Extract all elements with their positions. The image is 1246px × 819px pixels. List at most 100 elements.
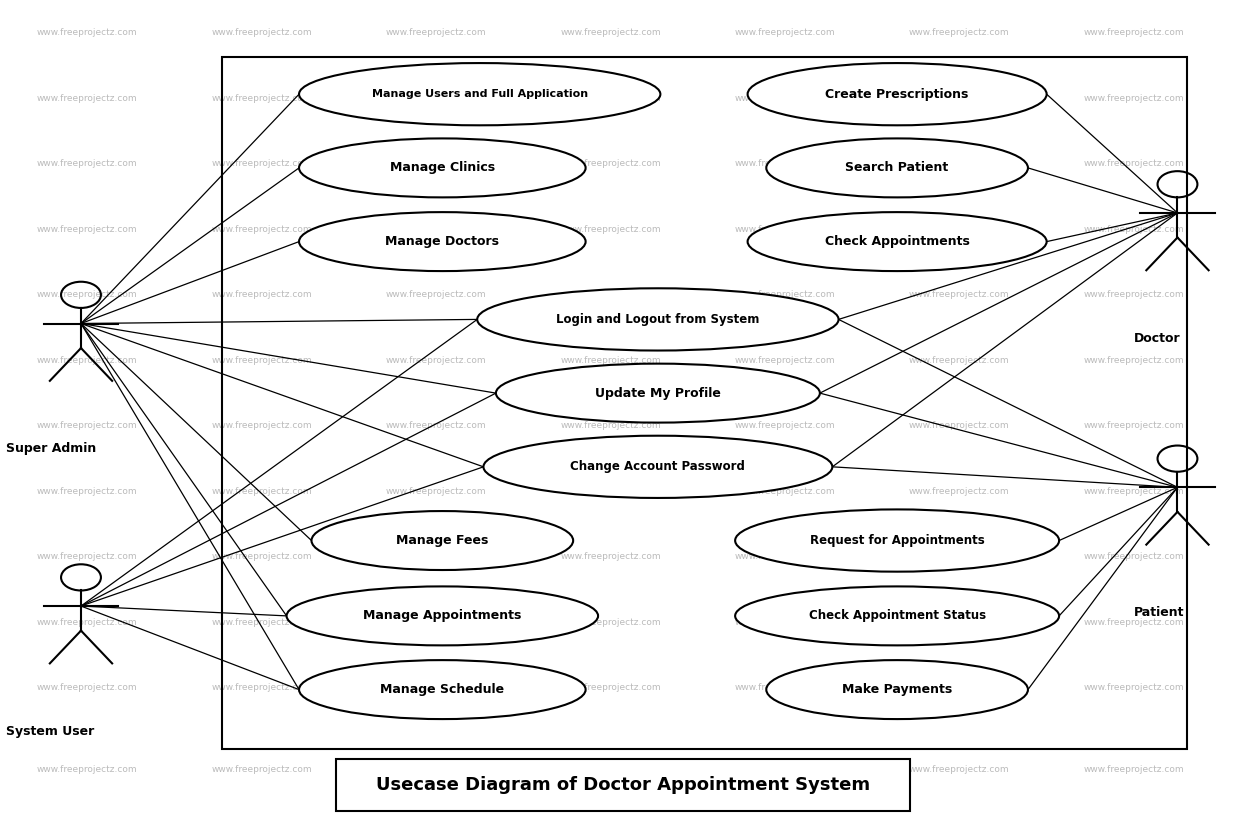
Text: www.freeprojectz.com: www.freeprojectz.com	[212, 684, 312, 692]
Text: www.freeprojectz.com: www.freeprojectz.com	[735, 553, 835, 561]
Ellipse shape	[299, 63, 660, 125]
Text: www.freeprojectz.com: www.freeprojectz.com	[37, 225, 137, 233]
Text: www.freeprojectz.com: www.freeprojectz.com	[910, 29, 1009, 37]
Text: www.freeprojectz.com: www.freeprojectz.com	[910, 487, 1009, 495]
Text: www.freeprojectz.com: www.freeprojectz.com	[735, 487, 835, 495]
FancyBboxPatch shape	[336, 759, 910, 811]
Text: Login and Logout from System: Login and Logout from System	[556, 313, 760, 326]
Text: www.freeprojectz.com: www.freeprojectz.com	[561, 553, 660, 561]
Text: Manage Appointments: Manage Appointments	[363, 609, 522, 622]
Text: www.freeprojectz.com: www.freeprojectz.com	[37, 291, 137, 299]
Text: www.freeprojectz.com: www.freeprojectz.com	[561, 291, 660, 299]
Text: www.freeprojectz.com: www.freeprojectz.com	[386, 356, 486, 364]
Text: Request for Appointments: Request for Appointments	[810, 534, 984, 547]
Text: www.freeprojectz.com: www.freeprojectz.com	[735, 291, 835, 299]
Text: www.freeprojectz.com: www.freeprojectz.com	[1084, 291, 1184, 299]
Text: www.freeprojectz.com: www.freeprojectz.com	[910, 766, 1009, 774]
Text: www.freeprojectz.com: www.freeprojectz.com	[910, 553, 1009, 561]
Text: www.freeprojectz.com: www.freeprojectz.com	[910, 94, 1009, 102]
Text: Patient: Patient	[1134, 606, 1185, 619]
Text: www.freeprojectz.com: www.freeprojectz.com	[1084, 225, 1184, 233]
Text: www.freeprojectz.com: www.freeprojectz.com	[1084, 160, 1184, 168]
Text: www.freeprojectz.com: www.freeprojectz.com	[386, 422, 486, 430]
Text: www.freeprojectz.com: www.freeprojectz.com	[386, 766, 486, 774]
Text: www.freeprojectz.com: www.freeprojectz.com	[37, 422, 137, 430]
Text: Manage Fees: Manage Fees	[396, 534, 488, 547]
Ellipse shape	[477, 288, 839, 351]
Text: www.freeprojectz.com: www.freeprojectz.com	[910, 684, 1009, 692]
Text: Manage Doctors: Manage Doctors	[385, 235, 500, 248]
Text: www.freeprojectz.com: www.freeprojectz.com	[735, 422, 835, 430]
Text: Doctor: Doctor	[1134, 332, 1180, 345]
Ellipse shape	[748, 63, 1047, 125]
Text: Check Appointments: Check Appointments	[825, 235, 969, 248]
Text: www.freeprojectz.com: www.freeprojectz.com	[910, 160, 1009, 168]
Text: www.freeprojectz.com: www.freeprojectz.com	[386, 618, 486, 627]
Text: www.freeprojectz.com: www.freeprojectz.com	[910, 618, 1009, 627]
Text: www.freeprojectz.com: www.freeprojectz.com	[386, 487, 486, 495]
Ellipse shape	[766, 660, 1028, 719]
Text: www.freeprojectz.com: www.freeprojectz.com	[561, 160, 660, 168]
Text: www.freeprojectz.com: www.freeprojectz.com	[386, 29, 486, 37]
Text: www.freeprojectz.com: www.freeprojectz.com	[37, 29, 137, 37]
Text: www.freeprojectz.com: www.freeprojectz.com	[386, 94, 486, 102]
Text: www.freeprojectz.com: www.freeprojectz.com	[1084, 422, 1184, 430]
Text: www.freeprojectz.com: www.freeprojectz.com	[735, 94, 835, 102]
Text: www.freeprojectz.com: www.freeprojectz.com	[212, 160, 312, 168]
Text: www.freeprojectz.com: www.freeprojectz.com	[910, 356, 1009, 364]
Text: Super Admin: Super Admin	[6, 442, 96, 455]
Text: www.freeprojectz.com: www.freeprojectz.com	[910, 422, 1009, 430]
Text: www.freeprojectz.com: www.freeprojectz.com	[561, 422, 660, 430]
Text: www.freeprojectz.com: www.freeprojectz.com	[386, 160, 486, 168]
Text: Manage Schedule: Manage Schedule	[380, 683, 505, 696]
Text: Usecase Diagram of Doctor Appointment System: Usecase Diagram of Doctor Appointment Sy…	[376, 776, 870, 794]
Ellipse shape	[735, 586, 1059, 645]
Text: www.freeprojectz.com: www.freeprojectz.com	[212, 291, 312, 299]
Ellipse shape	[312, 511, 573, 570]
Text: www.freeprojectz.com: www.freeprojectz.com	[910, 291, 1009, 299]
Text: www.freeprojectz.com: www.freeprojectz.com	[1084, 94, 1184, 102]
Text: www.freeprojectz.com: www.freeprojectz.com	[910, 225, 1009, 233]
Text: www.freeprojectz.com: www.freeprojectz.com	[37, 766, 137, 774]
Text: www.freeprojectz.com: www.freeprojectz.com	[735, 356, 835, 364]
Text: www.freeprojectz.com: www.freeprojectz.com	[37, 94, 137, 102]
Text: www.freeprojectz.com: www.freeprojectz.com	[561, 618, 660, 627]
Text: www.freeprojectz.com: www.freeprojectz.com	[735, 225, 835, 233]
Text: www.freeprojectz.com: www.freeprojectz.com	[735, 160, 835, 168]
Text: www.freeprojectz.com: www.freeprojectz.com	[1084, 766, 1184, 774]
Text: www.freeprojectz.com: www.freeprojectz.com	[561, 225, 660, 233]
Ellipse shape	[496, 364, 820, 423]
Text: www.freeprojectz.com: www.freeprojectz.com	[561, 94, 660, 102]
Text: Check Appointment Status: Check Appointment Status	[809, 609, 986, 622]
Text: www.freeprojectz.com: www.freeprojectz.com	[1084, 553, 1184, 561]
Text: www.freeprojectz.com: www.freeprojectz.com	[386, 684, 486, 692]
Text: www.freeprojectz.com: www.freeprojectz.com	[212, 487, 312, 495]
Text: www.freeprojectz.com: www.freeprojectz.com	[1084, 487, 1184, 495]
Text: Manage Users and Full Application: Manage Users and Full Application	[371, 89, 588, 99]
Text: www.freeprojectz.com: www.freeprojectz.com	[37, 160, 137, 168]
Ellipse shape	[735, 509, 1059, 572]
Text: www.freeprojectz.com: www.freeprojectz.com	[386, 553, 486, 561]
Text: www.freeprojectz.com: www.freeprojectz.com	[212, 29, 312, 37]
Text: Create Prescriptions: Create Prescriptions	[825, 88, 969, 101]
Text: www.freeprojectz.com: www.freeprojectz.com	[212, 225, 312, 233]
Ellipse shape	[748, 212, 1047, 271]
Text: www.freeprojectz.com: www.freeprojectz.com	[735, 618, 835, 627]
Text: Make Payments: Make Payments	[842, 683, 952, 696]
Text: www.freeprojectz.com: www.freeprojectz.com	[212, 553, 312, 561]
Text: www.freeprojectz.com: www.freeprojectz.com	[735, 766, 835, 774]
Text: www.freeprojectz.com: www.freeprojectz.com	[37, 487, 137, 495]
Ellipse shape	[287, 586, 598, 645]
Text: Change Account Password: Change Account Password	[571, 460, 745, 473]
Text: www.freeprojectz.com: www.freeprojectz.com	[212, 356, 312, 364]
Text: www.freeprojectz.com: www.freeprojectz.com	[212, 618, 312, 627]
Text: www.freeprojectz.com: www.freeprojectz.com	[1084, 618, 1184, 627]
Text: www.freeprojectz.com: www.freeprojectz.com	[386, 291, 486, 299]
Text: www.freeprojectz.com: www.freeprojectz.com	[386, 225, 486, 233]
Text: Search Patient: Search Patient	[846, 161, 948, 174]
Text: www.freeprojectz.com: www.freeprojectz.com	[212, 766, 312, 774]
Text: www.freeprojectz.com: www.freeprojectz.com	[37, 618, 137, 627]
Text: www.freeprojectz.com: www.freeprojectz.com	[212, 422, 312, 430]
Text: System User: System User	[6, 725, 95, 738]
Text: www.freeprojectz.com: www.freeprojectz.com	[561, 684, 660, 692]
